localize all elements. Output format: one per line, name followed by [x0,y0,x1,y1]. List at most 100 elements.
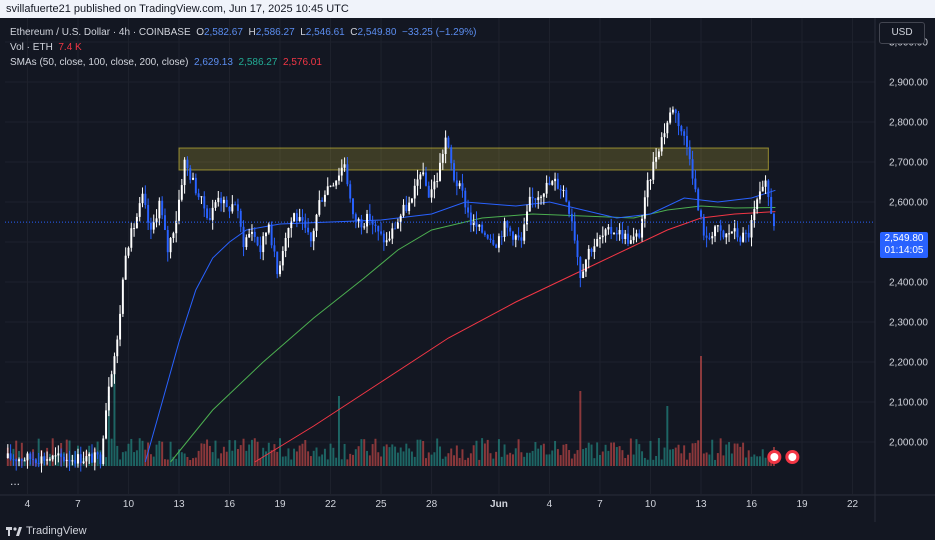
event-flag-icon-inner [788,453,797,461]
volume-bar [697,440,700,466]
candle-body [79,454,82,464]
volume-bar [394,446,397,466]
candle-body [402,204,405,216]
candle-body [12,459,15,461]
volume-bar [621,450,624,466]
candle-body [293,213,296,222]
candle-body [641,218,644,238]
candle-body [189,168,192,180]
candle-body [554,178,557,182]
volume-bar [180,452,183,466]
x-tick-label: 22 [847,499,859,510]
volume-bar [638,444,641,466]
volume-bar [573,453,576,466]
volume-bar [576,450,579,466]
volume-bar [610,442,613,466]
candle-body [279,265,282,275]
candle-body [708,237,711,239]
candle-body [666,122,669,134]
candle-body [88,454,91,457]
currency-button[interactable]: USD [879,22,925,44]
candle-body [646,180,649,198]
x-tick-label: 4 [547,499,553,510]
volume-bar [318,456,321,466]
volume-bar [287,448,290,466]
candle-body [700,210,702,217]
sma-label[interactable]: SMAs (50, close, 100, close, 200, close) [10,57,189,68]
volume-bar [568,450,571,466]
candle-body [478,224,481,227]
volume-bar [531,450,534,466]
volume-bar [416,439,419,466]
volume-bar [222,446,225,466]
volume-bar [357,446,360,466]
candle-body [396,221,399,229]
volume-bar [643,457,646,466]
candle-body [750,220,753,238]
candle-body [394,228,397,230]
candle-body [677,113,680,127]
volume-bar [259,458,262,466]
footer: TradingView [0,522,935,540]
price-chart-svg[interactable]: 3,000.002,900.002,800.002,700.002,600.00… [0,18,935,522]
volume-bar [135,450,138,466]
candle-body [34,459,37,463]
candle-body [152,222,155,230]
volume-bar [700,356,702,466]
candle-body [105,410,108,439]
volume-bar [556,449,559,466]
candle-body [385,240,388,243]
candle-body [273,245,276,252]
candle-body [158,200,161,219]
volume-bar [281,456,284,466]
candle-body [439,162,441,181]
candle-body [110,374,113,387]
volume-bar [290,459,293,466]
symbol-title[interactable]: Ethereum / U.S. Dollar · 4h · COINBASE [10,27,191,38]
volume-bar [217,458,220,466]
candle-body [377,225,380,232]
volume-bar [666,406,669,466]
volume-bar [509,452,512,466]
candle-body [540,196,543,198]
volume-bar [526,452,528,466]
candle-body [601,235,604,238]
volume-bar [503,444,506,466]
candle-body [447,137,450,148]
candle-body [335,180,338,186]
candle-body [138,203,141,217]
last-price-tag: 2,549.80 01:14:05 [880,232,928,258]
candle-body [265,232,267,237]
candle-body [531,196,534,199]
volume-bar [461,449,464,466]
volume-bar [20,442,23,466]
volume-bar [388,447,391,466]
candle-body [492,239,495,245]
candle-body [312,230,315,242]
footer-brand[interactable]: TradingView [26,525,87,537]
volume-bar [736,443,739,466]
candle-body [346,164,349,185]
publisher-bar: svillafuerte21 published on TradingView.… [0,0,935,18]
volume-bar [761,449,764,466]
candle-body [60,453,63,457]
more-dots-button[interactable]: ... [10,474,21,488]
volume-bar [646,459,649,466]
y-tick-label: 2,700.00 [889,158,928,169]
candle-body [756,199,759,210]
volume-bar [374,438,377,466]
candle-body [615,233,618,235]
candle-body [32,458,35,460]
candle-body [528,196,531,212]
volume-bar [248,444,251,466]
candle-body [99,454,102,464]
candle-body [542,193,545,197]
candle-body [638,233,641,238]
volume-bar [228,440,231,466]
candle-body [85,456,88,462]
vol-label[interactable]: Vol · ETH [10,42,53,53]
legend-vol-row: Vol · ETH 7.4 K [10,40,477,55]
volume-bar [716,453,719,466]
chart-area[interactable]: 3,000.002,900.002,800.002,700.002,600.00… [0,18,935,522]
candle-body [250,231,253,234]
